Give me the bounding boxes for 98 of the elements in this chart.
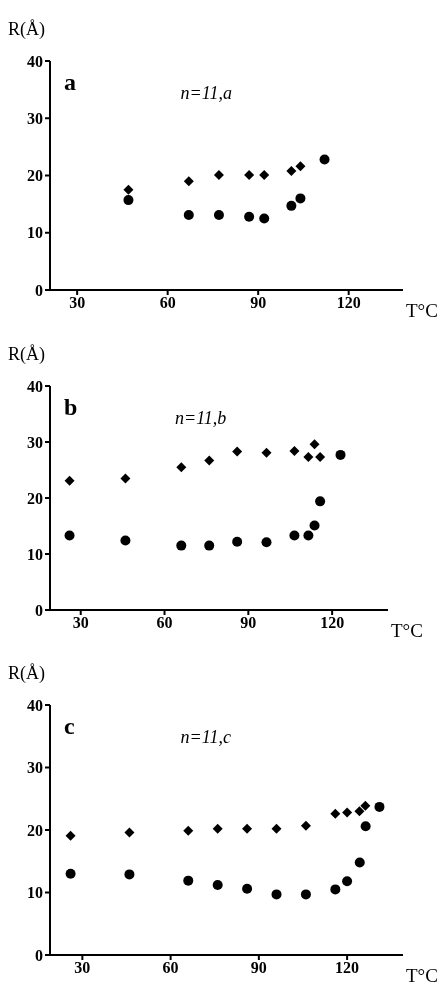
y-tick-label: 20 [27,821,43,839]
point [354,857,365,868]
point [271,889,282,900]
y-tick-label: 20 [27,489,43,507]
x-tick-label: 120 [320,614,345,632]
point [204,540,215,551]
point [315,452,326,463]
point [176,540,187,551]
point [342,876,353,887]
point [261,447,272,458]
point [123,184,134,195]
y-tick-label: 30 [27,759,43,777]
point [183,210,194,220]
point [123,195,134,206]
point [244,169,255,180]
x-tick-label: 90 [250,294,267,312]
point [242,823,253,834]
point [183,875,194,886]
x-tick-label: 60 [156,614,173,632]
annotation: n=11,b [175,408,227,429]
point [315,496,326,507]
point [303,452,314,463]
point [335,449,346,460]
point [64,475,75,486]
point [64,530,75,541]
point [244,211,255,222]
y-tick-label: 0 [35,601,43,619]
point [65,830,76,841]
annotation: n=11,a [180,83,232,104]
point [183,825,194,836]
point [300,820,311,831]
point [342,807,353,818]
y-axis-title: R(Å) [8,19,45,40]
point [242,883,253,894]
point [259,213,270,224]
point [289,530,300,541]
chart-title: b [64,394,78,421]
point [330,884,341,895]
y-axis-title: R(Å) [8,663,45,684]
point [319,154,330,165]
y-tick-label: 0 [35,281,43,299]
chart-title: c [64,713,75,740]
x-axis-title: T°C [406,965,438,987]
y-tick-label: 20 [27,167,43,185]
point [124,827,135,838]
point [286,165,297,176]
y-tick-label: 30 [27,433,43,451]
point [261,537,272,548]
point [120,473,131,484]
point [295,193,306,204]
y-tick-label: 10 [27,884,43,902]
point [232,536,243,547]
point [360,821,371,832]
point [232,446,243,457]
point [289,445,300,456]
y-tick-label: 10 [27,545,43,563]
y-tick-label: 30 [27,109,43,127]
point [309,439,320,450]
point [300,889,311,900]
annotation: n=11,c [180,727,231,748]
point [212,823,223,834]
point [295,161,306,172]
x-tick-label: 120 [335,959,360,977]
point [124,869,135,880]
point [374,801,385,812]
point [303,530,314,541]
point [309,520,320,531]
y-tick-label: 40 [27,377,43,395]
x-tick-label: 60 [162,959,179,977]
point [360,800,371,811]
point [65,868,76,879]
y-tick-label: 40 [27,696,43,714]
x-tick-label: 120 [336,294,361,312]
point [120,535,131,546]
y-axis-title: R(Å) [8,344,45,365]
x-tick-label: 30 [69,294,86,312]
x-axis-title: T°C [391,620,423,642]
x-tick-label: 60 [159,294,176,312]
y-tick-label: 40 [27,52,43,70]
point [204,455,215,466]
y-tick-label: 10 [27,224,43,242]
point [212,880,223,890]
point [354,806,365,817]
x-tick-label: 30 [74,959,91,977]
x-axis-title: T°C [406,300,438,322]
point [286,200,297,211]
x-tick-label: 30 [72,614,89,632]
point [259,169,270,180]
point [330,808,341,819]
chart-title: a [64,69,76,96]
x-tick-label: 90 [240,614,257,632]
point [176,462,187,473]
point [213,210,224,220]
point [271,823,282,834]
point [183,176,194,187]
x-tick-label: 90 [250,959,267,977]
y-tick-label: 0 [35,946,43,964]
point [213,169,224,180]
